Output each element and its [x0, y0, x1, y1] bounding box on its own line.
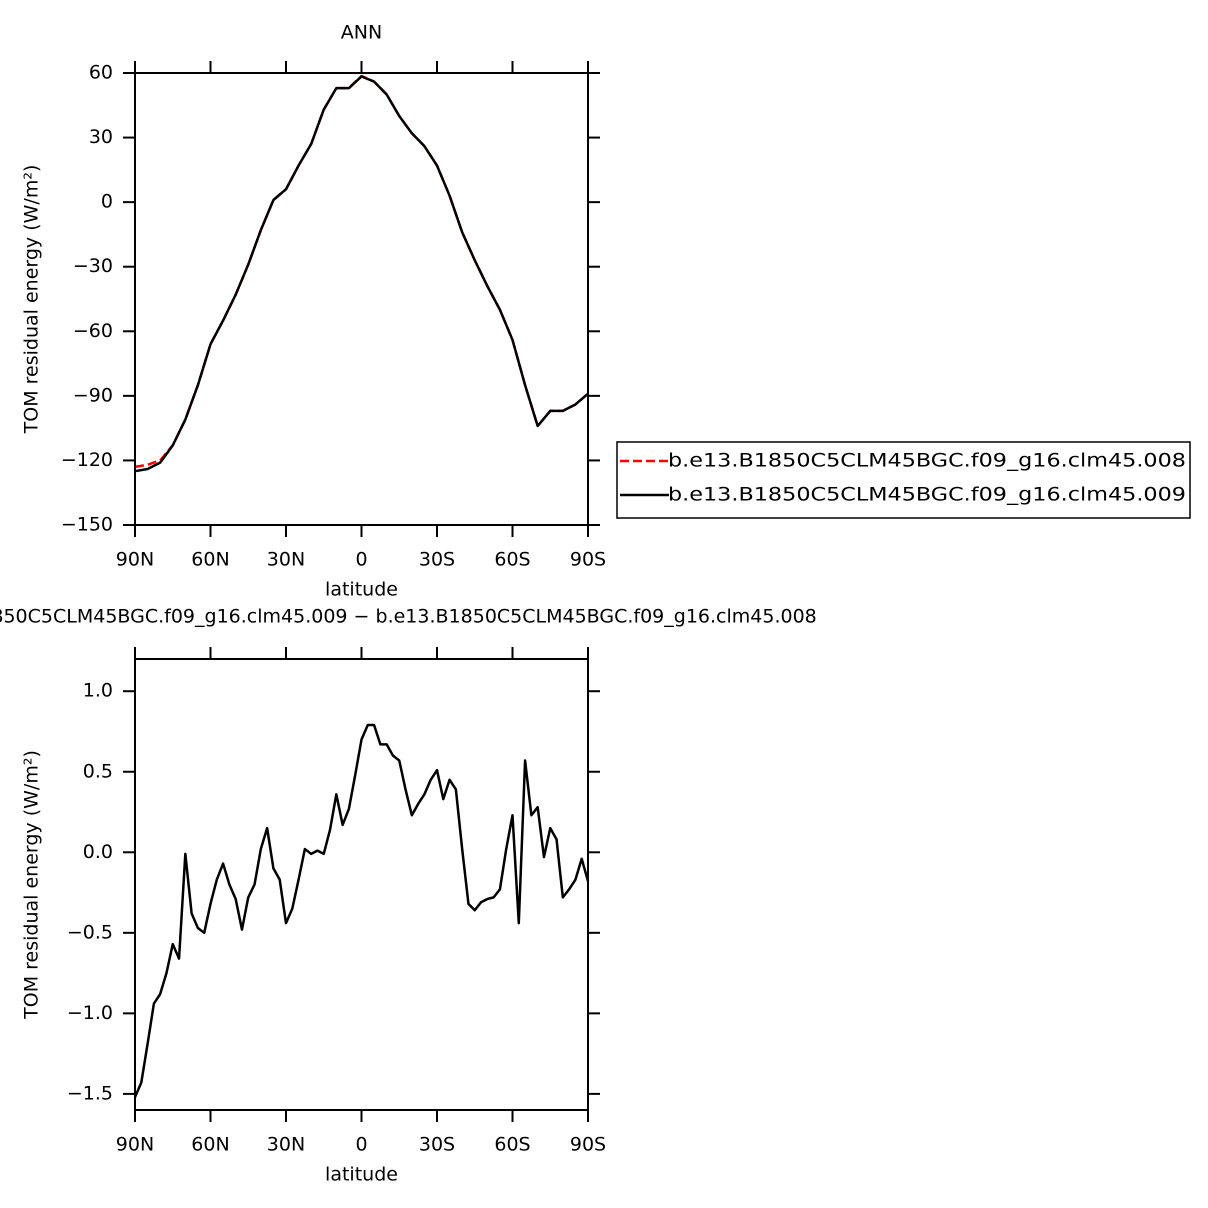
- y-tick-label: 0: [101, 191, 113, 213]
- x-tick-label: 30S: [419, 1134, 455, 1156]
- legend-box: [616, 441, 1191, 519]
- legend-label: b.e13.B1850C5CLM45BGC.f09_g16.clm45.009: [668, 484, 1186, 506]
- y-tick-label: −1.5: [67, 1082, 113, 1104]
- data-line: [134, 75, 589, 473]
- y-tick-label: −0.5: [67, 921, 113, 943]
- x-tick-label: 30N: [267, 549, 305, 571]
- chart-title: ANN: [341, 22, 382, 44]
- x-tick-label: 90S: [570, 549, 606, 571]
- data-line: [133, 723, 590, 1098]
- y-axis-label: TOM residual energy (W/m²): [21, 750, 43, 1020]
- chart-title: b.e13.B1850C5CLM45BGC.f09_g16.clm45.009 …: [0, 606, 817, 628]
- y-tick-label: 60: [89, 62, 113, 84]
- x-tick-label: 60S: [494, 549, 530, 571]
- y-tick-label: −120: [61, 449, 113, 471]
- x-tick-label: 0: [355, 549, 367, 571]
- y-tick-label: −150: [61, 514, 113, 536]
- x-tick-label: 90N: [116, 549, 154, 571]
- y-tick-label: 30: [89, 126, 113, 148]
- plot-frame: [134, 72, 589, 526]
- x-tick-label: 60N: [191, 549, 229, 571]
- x-tick-label: 30S: [419, 549, 455, 571]
- y-tick-label: 1.0: [83, 680, 113, 702]
- x-tick-label: 0: [355, 1134, 367, 1156]
- y-tick-label: −1.0: [67, 1002, 113, 1024]
- data-line: [134, 74, 589, 469]
- y-tick-label: −90: [73, 384, 113, 406]
- x-tick-label: 90S: [570, 1134, 606, 1156]
- x-tick-label: 60S: [494, 1134, 530, 1156]
- x-tick-label: 90N: [116, 1134, 154, 1156]
- x-tick-label: 60N: [191, 1134, 229, 1156]
- x-axis-label: latitude: [325, 1164, 398, 1186]
- y-tick-label: −60: [73, 320, 113, 342]
- y-tick-label: 0.0: [83, 841, 113, 863]
- plot-frame: [134, 658, 589, 1111]
- x-axis-label: latitude: [325, 579, 398, 601]
- x-tick-label: 30N: [267, 1134, 305, 1156]
- y-tick-label: 0.5: [83, 760, 113, 782]
- y-tick-label: −30: [73, 255, 113, 277]
- legend-label: b.e13.B1850C5CLM45BGC.f09_g16.clm45.008: [668, 450, 1186, 472]
- y-axis-label: TOM residual energy (W/m²): [21, 165, 43, 435]
